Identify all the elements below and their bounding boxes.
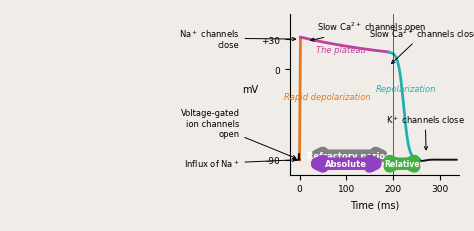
Text: Na$^+$ channels
close: Na$^+$ channels close [179, 28, 296, 50]
Text: K$^+$ channels close: K$^+$ channels close [386, 113, 465, 150]
Text: Repolarization: Repolarization [376, 85, 437, 94]
Text: Relative: Relative [384, 160, 420, 168]
Text: Slow Ca$^{2+}$ channels close: Slow Ca$^{2+}$ channels close [369, 27, 474, 64]
Text: Influx of Na$^+$: Influx of Na$^+$ [184, 158, 296, 170]
Text: Absolute: Absolute [325, 160, 367, 168]
Text: The plateau: The plateau [316, 46, 365, 55]
Text: Rapid depolarization: Rapid depolarization [284, 93, 371, 102]
X-axis label: Time (ms): Time (ms) [350, 199, 399, 209]
Text: Voltage-gated
ion channels
open: Voltage-gated ion channels open [181, 109, 296, 159]
Text: Refractory period: Refractory period [307, 152, 392, 161]
Text: Slow Ca$^{2+}$ channels open: Slow Ca$^{2+}$ channels open [311, 21, 427, 42]
Y-axis label: mV: mV [242, 85, 258, 95]
